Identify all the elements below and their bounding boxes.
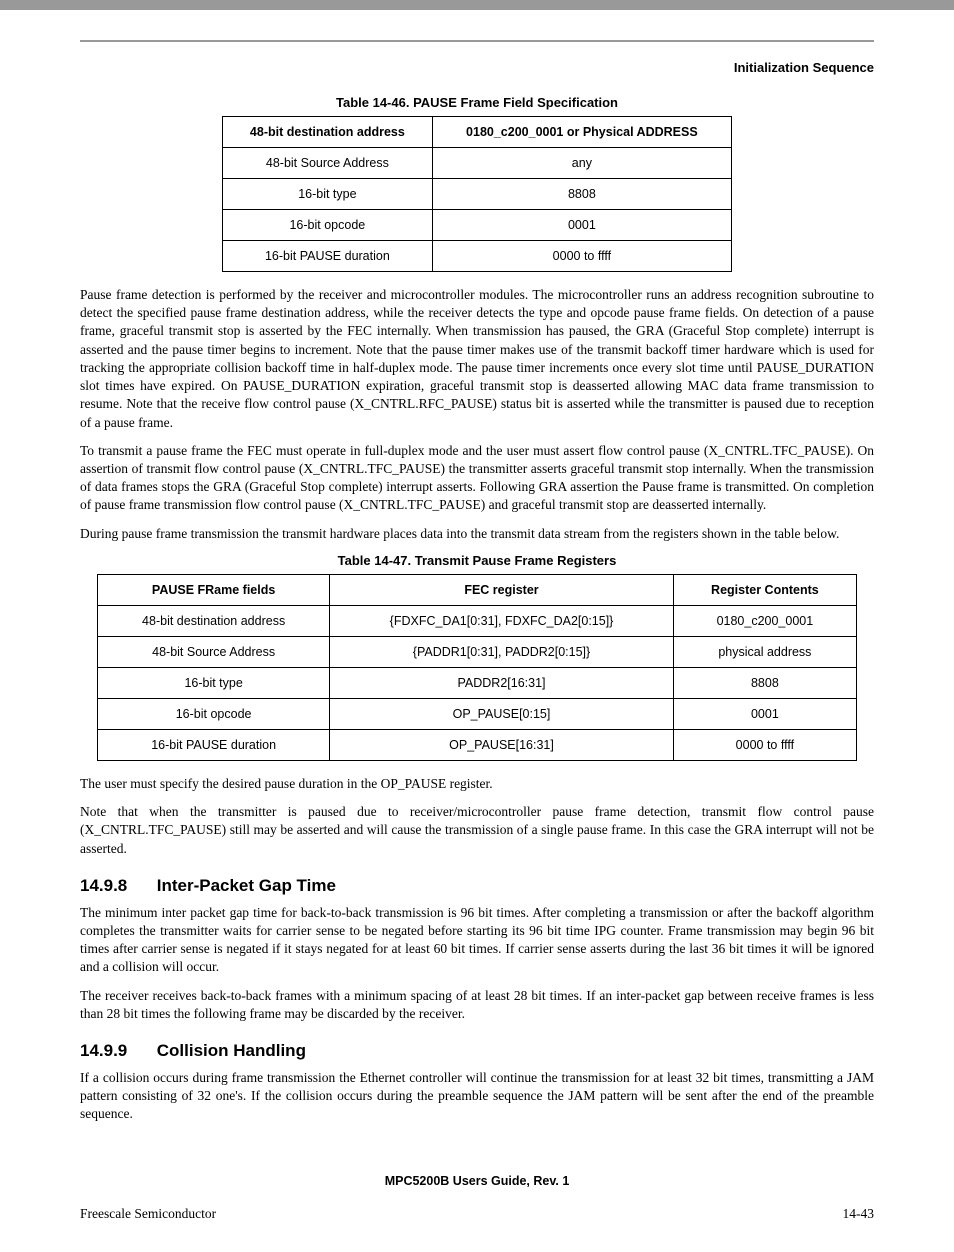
section-number: 14.9.9 (80, 1041, 152, 1061)
body-paragraph: The user must specify the desired pause … (80, 775, 874, 793)
cell: PADDR2[16:31] (330, 667, 674, 698)
cell: 16-bit opcode (98, 698, 330, 729)
table1-h1: 0180_c200_0001 or Physical ADDRESS (432, 117, 731, 148)
section-heading-collision: 14.9.9 Collision Handling (80, 1041, 874, 1061)
footer-doc-title: MPC5200B Users Guide, Rev. 1 (80, 1174, 874, 1188)
cell: 48-bit destination address (98, 605, 330, 636)
table-row: 16-bit PAUSE duration0000 to ffff (223, 241, 732, 272)
cell: 48-bit Source Address (98, 636, 330, 667)
table2-h1: FEC register (330, 574, 674, 605)
table-row: 16-bit typePADDR2[16:31]8808 (98, 667, 857, 698)
footer-row: Freescale Semiconductor 14-43 (80, 1206, 874, 1222)
cell: 16-bit PAUSE duration (98, 729, 330, 760)
table-row: 16-bit opcodeOP_PAUSE[0:15]0001 (98, 698, 857, 729)
section-title: Inter-Packet Gap Time (157, 876, 336, 895)
section-number: 14.9.8 (80, 876, 152, 896)
table-pause-frame-spec: 48-bit destination address 0180_c200_000… (222, 116, 732, 272)
cell: 0000 to ffff (673, 729, 856, 760)
footer-company: Freescale Semiconductor (80, 1206, 216, 1222)
cell: 16-bit opcode (223, 210, 433, 241)
cell: 0000 to ffff (432, 241, 731, 272)
top-rule (80, 40, 874, 42)
cell: 0180_c200_0001 (673, 605, 856, 636)
table-transmit-pause-registers: PAUSE FRame fields FEC register Register… (97, 574, 857, 761)
section-heading-ipg: 14.9.8 Inter-Packet Gap Time (80, 876, 874, 896)
body-paragraph: To transmit a pause frame the FEC must o… (80, 442, 874, 515)
cell: any (432, 148, 731, 179)
table-row: 48-bit Source Addressany (223, 148, 732, 179)
cell: 16-bit type (223, 179, 433, 210)
table2-h0: PAUSE FRame fields (98, 574, 330, 605)
cell: 8808 (432, 179, 731, 210)
header-section-label: Initialization Sequence (80, 60, 874, 75)
table-row: 48-bit Source Address{PADDR1[0:31], PADD… (98, 636, 857, 667)
table-row: 16-bit PAUSE durationOP_PAUSE[16:31]0000… (98, 729, 857, 760)
cell: {PADDR1[0:31], PADDR2[0:15]} (330, 636, 674, 667)
table-row: 16-bit opcode0001 (223, 210, 732, 241)
cell: 16-bit PAUSE duration (223, 241, 433, 272)
table2-h2: Register Contents (673, 574, 856, 605)
table-header-row: PAUSE FRame fields FEC register Register… (98, 574, 857, 605)
cell: physical address (673, 636, 856, 667)
section-title: Collision Handling (157, 1041, 306, 1060)
table2-caption: Table 14-47. Transmit Pause Frame Regist… (80, 553, 874, 568)
cell: 8808 (673, 667, 856, 698)
body-paragraph: The receiver receives back-to-back frame… (80, 987, 874, 1023)
cell: OP_PAUSE[0:15] (330, 698, 674, 729)
cell: OP_PAUSE[16:31] (330, 729, 674, 760)
table-header-row: 48-bit destination address 0180_c200_000… (223, 117, 732, 148)
cell: 48-bit Source Address (223, 148, 433, 179)
cell: 16-bit type (98, 667, 330, 698)
table-row: 48-bit destination address{FDXFC_DA1[0:3… (98, 605, 857, 636)
top-accent-bar (0, 0, 954, 10)
page-content: Initialization Sequence Table 14-46. PAU… (0, 10, 954, 1252)
body-paragraph: Pause frame detection is performed by th… (80, 286, 874, 432)
table1-caption: Table 14-46. PAUSE Frame Field Specifica… (80, 95, 874, 110)
cell: 0001 (432, 210, 731, 241)
body-paragraph: If a collision occurs during frame trans… (80, 1069, 874, 1124)
footer-page-number: 14-43 (843, 1206, 875, 1222)
cell: 0001 (673, 698, 856, 729)
table-row: 16-bit type8808 (223, 179, 732, 210)
body-paragraph: Note that when the transmitter is paused… (80, 803, 874, 858)
cell: {FDXFC_DA1[0:31], FDXFC_DA2[0:15]} (330, 605, 674, 636)
body-paragraph: During pause frame transmission the tran… (80, 525, 874, 543)
body-paragraph: The minimum inter packet gap time for ba… (80, 904, 874, 977)
table1-h0: 48-bit destination address (223, 117, 433, 148)
